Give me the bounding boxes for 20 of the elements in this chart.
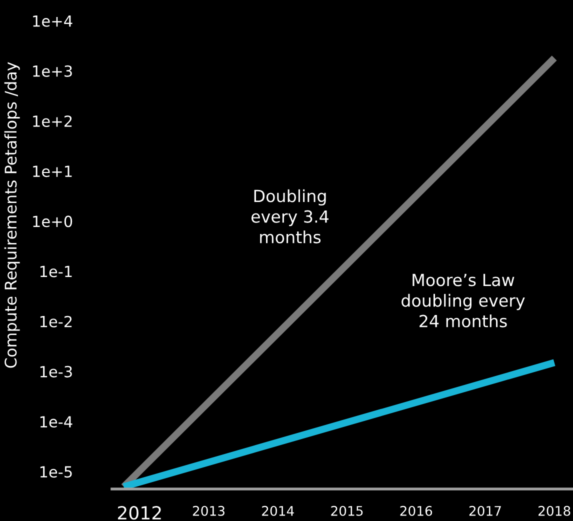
annotation: Doubling every 3.4 months bbox=[251, 189, 329, 244]
y-axis-title: Compute Requirements Petaflops /day bbox=[4, 62, 20, 368]
y-tick-label: 1e+1 bbox=[33, 166, 72, 178]
y-tick-label: 1e-4 bbox=[40, 416, 72, 428]
x-tick-label: 2012 bbox=[118, 506, 161, 520]
y-tick-label: 1e+4 bbox=[33, 15, 72, 27]
x-tick-label: 2013 bbox=[192, 506, 224, 516]
x-tick-label: 2017 bbox=[469, 506, 501, 516]
x-tick-label: 2016 bbox=[400, 506, 432, 516]
y-tick-label: 1e+0 bbox=[33, 216, 72, 228]
x-tick-label: 2018 bbox=[538, 506, 570, 516]
y-tick-label: 1e-2 bbox=[40, 316, 72, 328]
annotation: Moore’s Law doubling every 24 months bbox=[402, 274, 525, 328]
y-tick-label: 1e+2 bbox=[33, 115, 72, 127]
x-tick-label: 2015 bbox=[331, 506, 363, 516]
y-tick-label: 1e-3 bbox=[40, 366, 72, 378]
y-tick-label: 1e-5 bbox=[40, 466, 72, 478]
x-tick-label: 2014 bbox=[262, 506, 294, 516]
y-tick-label: 1e+3 bbox=[33, 65, 72, 77]
y-tick-label: 1e-1 bbox=[40, 266, 72, 278]
